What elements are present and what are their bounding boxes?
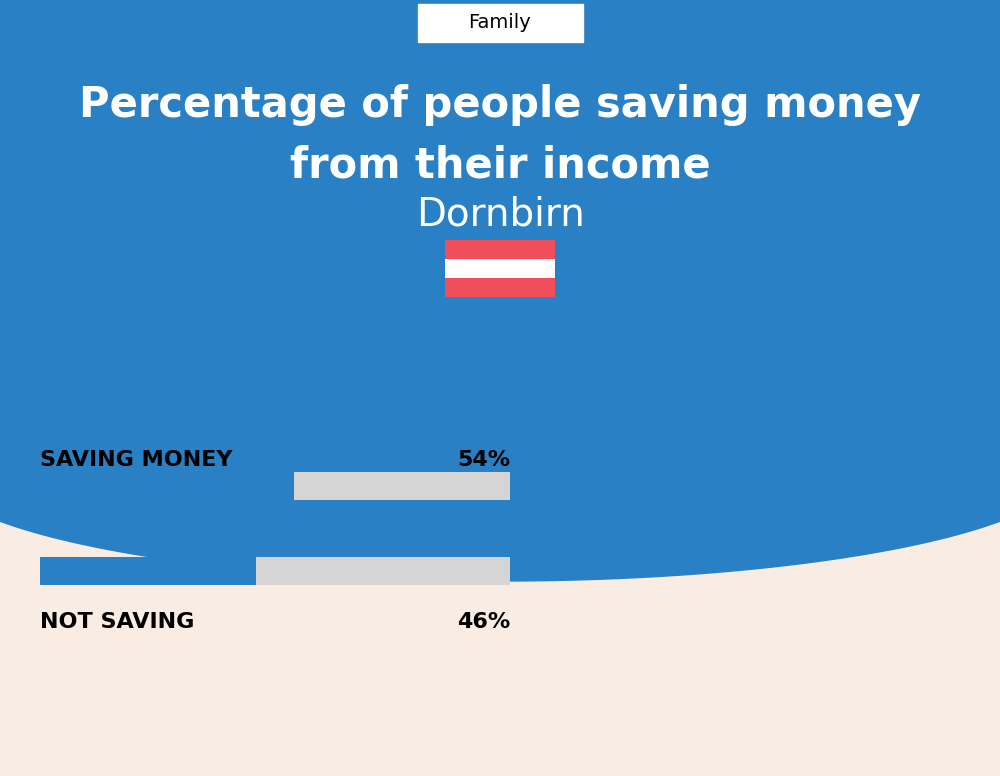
Polygon shape	[0, 0, 1000, 581]
Text: 46%: 46%	[457, 612, 510, 632]
Text: Family: Family	[469, 13, 531, 33]
Bar	[294, 472, 510, 500]
Bar	[40, 472, 294, 500]
Text: Dornbirn: Dornbirn	[416, 196, 584, 234]
FancyBboxPatch shape	[418, 4, 582, 42]
Text: 54%: 54%	[457, 450, 510, 470]
Text: NOT SAVING: NOT SAVING	[40, 612, 194, 632]
Bar	[40, 557, 256, 585]
Bar	[445, 278, 555, 297]
Text: Percentage of people saving money: Percentage of people saving money	[79, 84, 921, 126]
Bar	[256, 557, 510, 585]
Text: SAVING MONEY: SAVING MONEY	[40, 450, 232, 470]
Bar	[445, 240, 555, 259]
Text: from their income: from their income	[290, 144, 710, 186]
Bar	[445, 259, 555, 278]
